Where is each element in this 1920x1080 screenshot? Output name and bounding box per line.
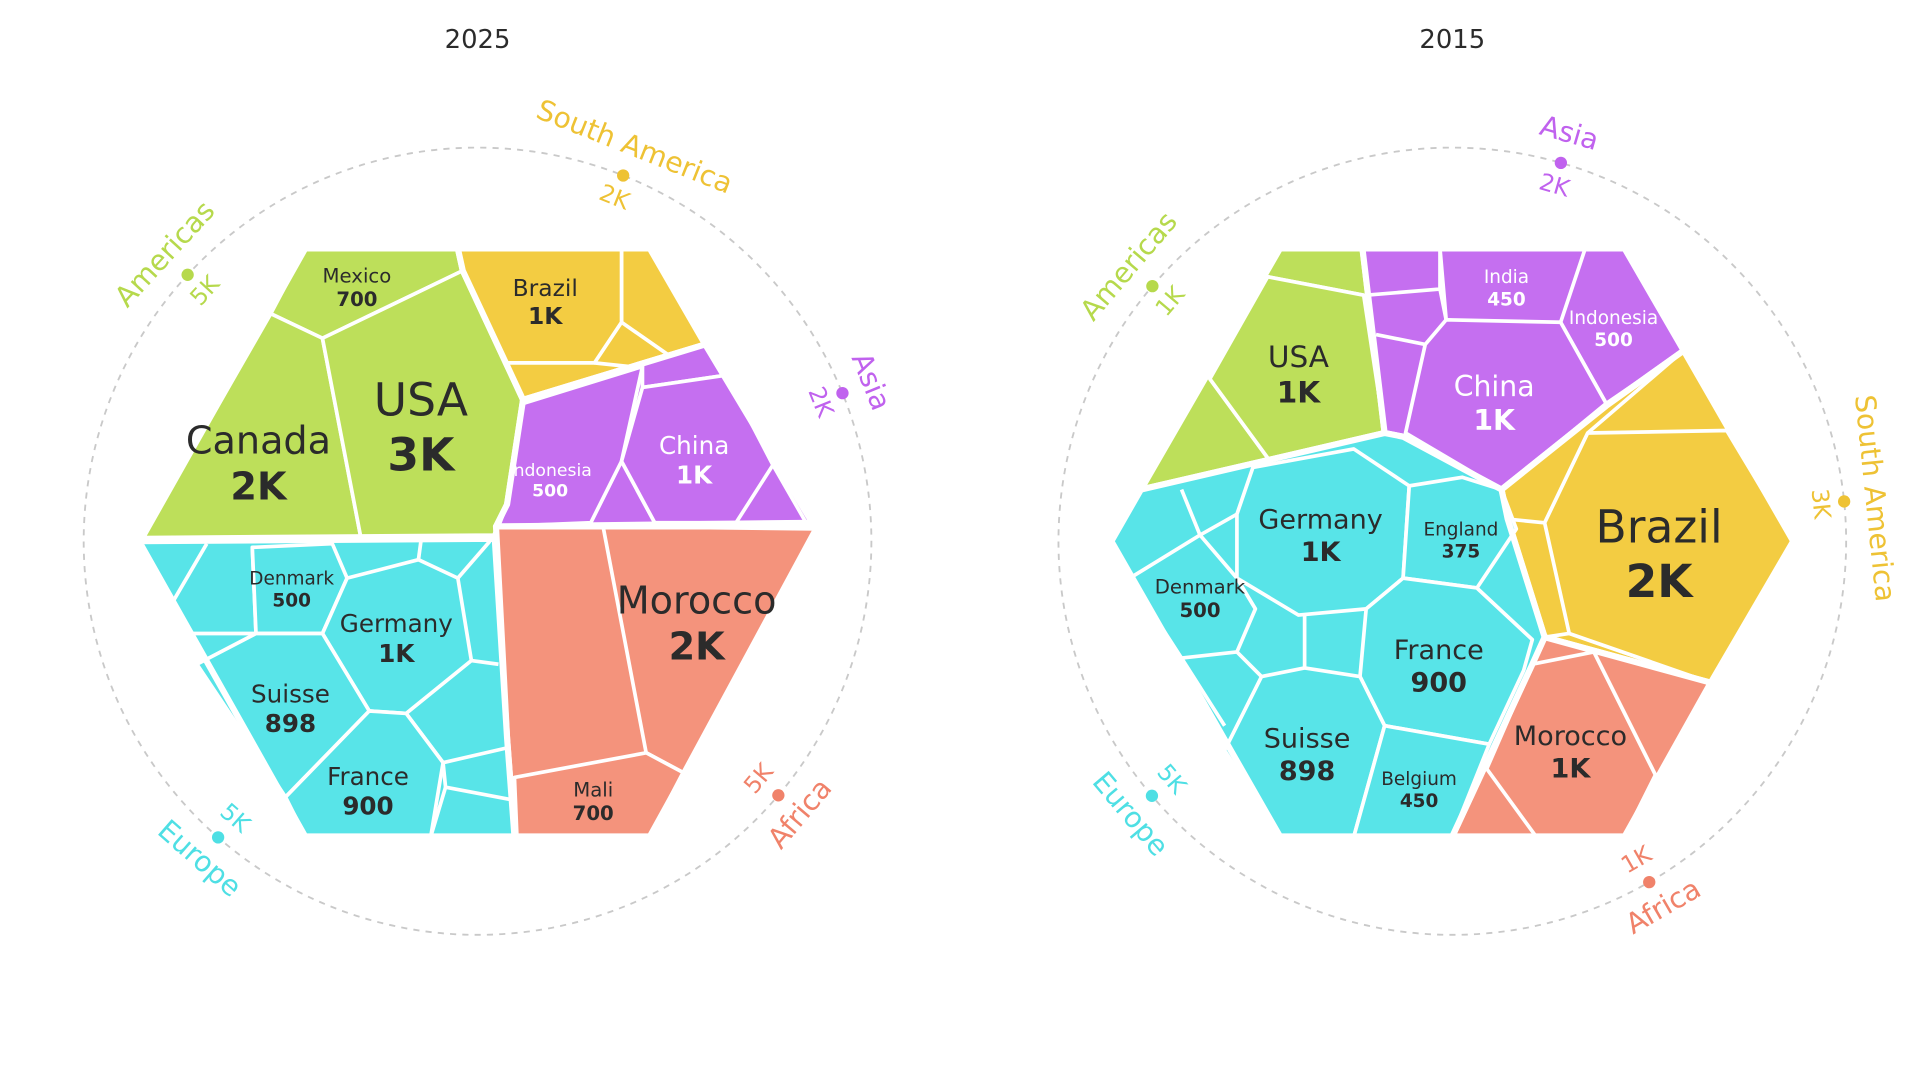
country-value-label: 3K: [387, 428, 456, 481]
country-value-label: 1K: [1277, 375, 1322, 409]
country-name-label: Brazil: [513, 274, 578, 302]
region-value-label: 2K: [595, 178, 634, 215]
country-value-label: 1K: [378, 639, 415, 668]
cell-border: [1235, 650, 1263, 678]
region-border: [136, 535, 518, 840]
chart-title: 2015: [1419, 25, 1485, 55]
country-name-label: Mali: [573, 779, 613, 802]
cell-border: [471, 658, 499, 667]
region-marker-dot: [617, 169, 630, 182]
cell-border: [1375, 332, 1426, 347]
country-name-label: Suisse: [1264, 724, 1351, 755]
region-border: [1108, 429, 1548, 840]
country-name-label: Brazil: [1596, 500, 1723, 553]
chart-2015: 2015 USA1KIndia450Indonesia500China1KBra…: [1057, 25, 1902, 941]
chart-title: 2025: [445, 25, 511, 55]
country-name-label: Mexico: [323, 264, 392, 287]
cells: [136, 245, 822, 840]
country-value-label: 1K: [1473, 404, 1516, 437]
cell-border: [456, 540, 492, 580]
cell-labels: USA1KIndia450Indonesia500China1KBrazil2K…: [1155, 267, 1723, 812]
cell-border: [416, 540, 423, 560]
region-marker-dot: [1554, 156, 1568, 170]
region-name-label: Africa: [1620, 872, 1706, 941]
country-value-label: 1K: [676, 460, 713, 489]
country-name-label: Indonesia: [1569, 308, 1658, 329]
cells: [1108, 245, 1797, 840]
cell-border: [771, 464, 808, 524]
region-marker-dot: [1146, 279, 1159, 293]
country-value-label: 898: [265, 709, 316, 738]
region-marker-dot: [181, 268, 194, 281]
country-name-label: France: [1394, 635, 1484, 666]
country-value-label: 375: [1442, 542, 1481, 563]
region-value-label: 1K: [1616, 840, 1657, 880]
region-marker-dot: [211, 831, 225, 844]
country-name-label: England: [1423, 519, 1498, 540]
country-name-label: Denmark: [249, 569, 334, 590]
country-value-label: 450: [1400, 791, 1439, 812]
country-name-label: Morocco: [617, 579, 777, 623]
region-marker-dot: [1837, 495, 1851, 508]
region-name-label: South America: [1848, 393, 1902, 603]
chart-2025: 2025 Mexico700Canada2KUSA3KBrazil1KIndon…: [82, 25, 898, 936]
country-value-label: 2K: [230, 464, 288, 508]
country-name-label: China: [1454, 370, 1535, 403]
cell-border: [1179, 657, 1227, 727]
country-value-label: 1K: [1301, 537, 1342, 568]
country-name-label: Indonesia: [509, 461, 592, 481]
country-name-label: China: [659, 431, 729, 460]
country-value-label: 450: [1487, 289, 1526, 310]
country-value-label: 500: [1594, 330, 1633, 351]
country-value-label: 500: [532, 482, 568, 502]
country-name-label: Germany: [340, 609, 453, 638]
country-value-label: 898: [1279, 756, 1335, 787]
country-name-label: Germany: [1258, 505, 1382, 536]
country-value-label: 700: [336, 288, 377, 311]
country-name-label: Canada: [186, 419, 331, 463]
region-marker-dot: [1145, 789, 1159, 802]
region-marker-dot: [1643, 875, 1656, 889]
region-value-label: 2K: [802, 383, 840, 422]
country-name-label: India: [1484, 267, 1529, 288]
country-value-label: 2K: [1626, 555, 1695, 608]
cell-labels: Mexico700Canada2KUSA3KBrazil1KIndonesia5…: [186, 264, 777, 825]
country-name-label: Suisse: [251, 679, 330, 708]
region-value-label: 3K: [1806, 487, 1837, 521]
country-name-label: USA: [1268, 340, 1329, 374]
region-marker-dot: [836, 386, 849, 400]
country-value-label: 900: [1411, 667, 1467, 698]
country-value-label: 500: [1179, 599, 1220, 622]
region-name-label: South America: [532, 93, 737, 200]
region-name-label: Asia: [845, 348, 898, 415]
region-name-label: Africa: [761, 772, 838, 855]
country-value-label: 1K: [528, 302, 563, 330]
region-marker-dot: [772, 789, 785, 802]
country-value-label: 700: [573, 802, 614, 825]
country-value-label: 500: [272, 591, 311, 612]
country-name-label: Denmark: [1155, 576, 1246, 599]
country-name-label: Belgium: [1381, 769, 1457, 790]
country-value-label: 1K: [1551, 754, 1592, 785]
country-value-label: 900: [342, 791, 393, 820]
region-name-label: Asia: [1536, 109, 1602, 157]
country-value-label: 2K: [669, 624, 727, 668]
country-name-label: USA: [374, 374, 468, 427]
country-name-label: Morocco: [1514, 721, 1627, 752]
region-value-label: 2K: [1536, 167, 1573, 202]
country-name-label: France: [327, 762, 409, 791]
